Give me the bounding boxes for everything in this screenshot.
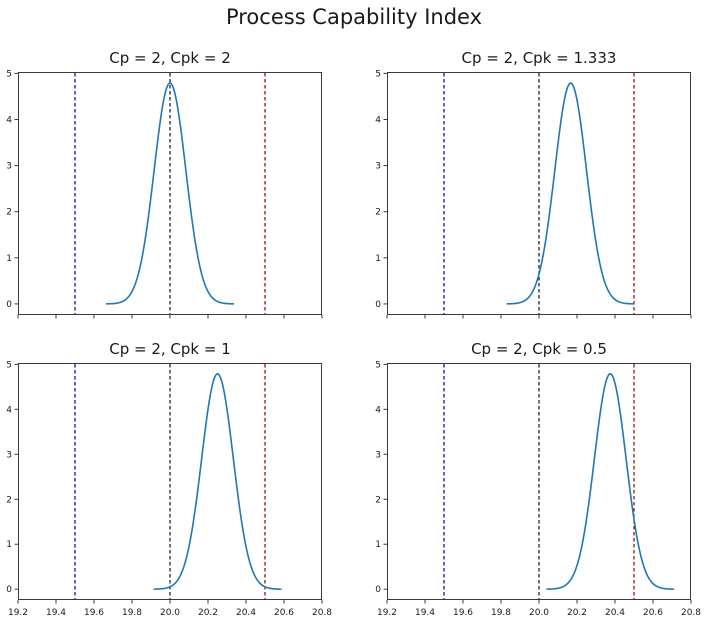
bell-curve — [105, 82, 235, 305]
x-tick-label: 19.6 — [453, 608, 473, 618]
y-tick-label: 4 — [6, 405, 12, 415]
axes-frame — [18, 72, 322, 315]
y-tick-label: 2 — [6, 208, 12, 218]
y-tick-label: 5 — [375, 69, 381, 79]
subplot-title-cpk-1: Cp = 2, Cpk = 1 — [109, 340, 231, 358]
y-tick-label: 2 — [375, 495, 381, 505]
bell-curve — [506, 82, 635, 305]
axes-frame — [387, 363, 691, 600]
subplot-title-cpk-1333: Cp = 2, Cpk = 1.333 — [461, 49, 617, 67]
subplot-2: 19.2 19.4 19.6 19.8 20.0 20.2 20.4 20.6 20.8 0 1 2 3… — [6, 360, 332, 618]
x-tick-label: 20.8 — [681, 608, 701, 618]
x-tick-label: 19.2 — [377, 608, 397, 618]
subplot-title-cpk-05: Cp = 2, Cpk = 0.5 — [471, 340, 607, 358]
x-tick-label: 20.2 — [567, 608, 587, 618]
x-tick-label: 19.8 — [491, 608, 511, 618]
x-tick-label: 19.4 — [415, 608, 435, 618]
x-tick-label: 20.6 — [274, 608, 294, 618]
x-tick-label: 20.0 — [529, 608, 549, 618]
x-tick-label: 20.0 — [160, 608, 180, 618]
x-tick-label: 20.2 — [198, 608, 218, 618]
bell-curve — [546, 372, 675, 590]
x-tick-label: 19.2 — [8, 608, 28, 618]
y-tick-label: 4 — [375, 405, 381, 415]
y-tick-label: 1 — [375, 254, 381, 264]
y-tick-label: 0 — [6, 300, 12, 310]
x-tick-label: 20.4 — [605, 608, 625, 618]
y-tick-label: 0 — [375, 300, 381, 310]
subplot-3: 19.2 19.4 19.6 19.8 20.0 20.2 20.4 20.6 20.8 0 1 2 3… — [375, 360, 701, 618]
y-tick-label: 5 — [6, 69, 12, 79]
y-tick-label: 5 — [375, 360, 381, 370]
x-tick-label: 20.6 — [643, 608, 663, 618]
figure-title: Process Capability Index — [225, 5, 483, 29]
y-tick-label: 1 — [375, 540, 381, 550]
subplot-title-cpk-2: Cp = 2, Cpk = 2 — [109, 49, 231, 67]
y-tick-label: 1 — [6, 254, 12, 264]
y-tick-label: 1 — [6, 540, 12, 550]
axes-frame — [387, 72, 691, 315]
y-tick-label: 4 — [375, 115, 381, 125]
y-tick-label: 0 — [6, 585, 12, 595]
subplot-0: 0 1 2 3 4 5 — [6, 69, 323, 319]
y-tick-label: 3 — [6, 450, 12, 460]
y-tick-label: 2 — [375, 208, 381, 218]
y-tick-label: 3 — [375, 162, 381, 172]
y-tick-label: 4 — [6, 115, 12, 125]
axes-frame — [18, 363, 322, 600]
y-tick-label: 3 — [375, 450, 381, 460]
y-tick-label: 5 — [6, 360, 12, 370]
bell-curve — [153, 372, 282, 590]
x-tick-label: 20.8 — [312, 608, 332, 618]
x-tick-label: 19.6 — [84, 608, 104, 618]
y-tick-label: 0 — [375, 585, 381, 595]
x-tick-label: 19.8 — [122, 608, 142, 618]
y-tick-label: 3 — [6, 162, 12, 172]
y-tick-label: 2 — [6, 495, 12, 505]
x-tick-label: 19.4 — [46, 608, 66, 618]
x-tick-label: 20.4 — [236, 608, 256, 618]
subplot-1: 0 1 2 3 4 5 — [375, 69, 692, 319]
